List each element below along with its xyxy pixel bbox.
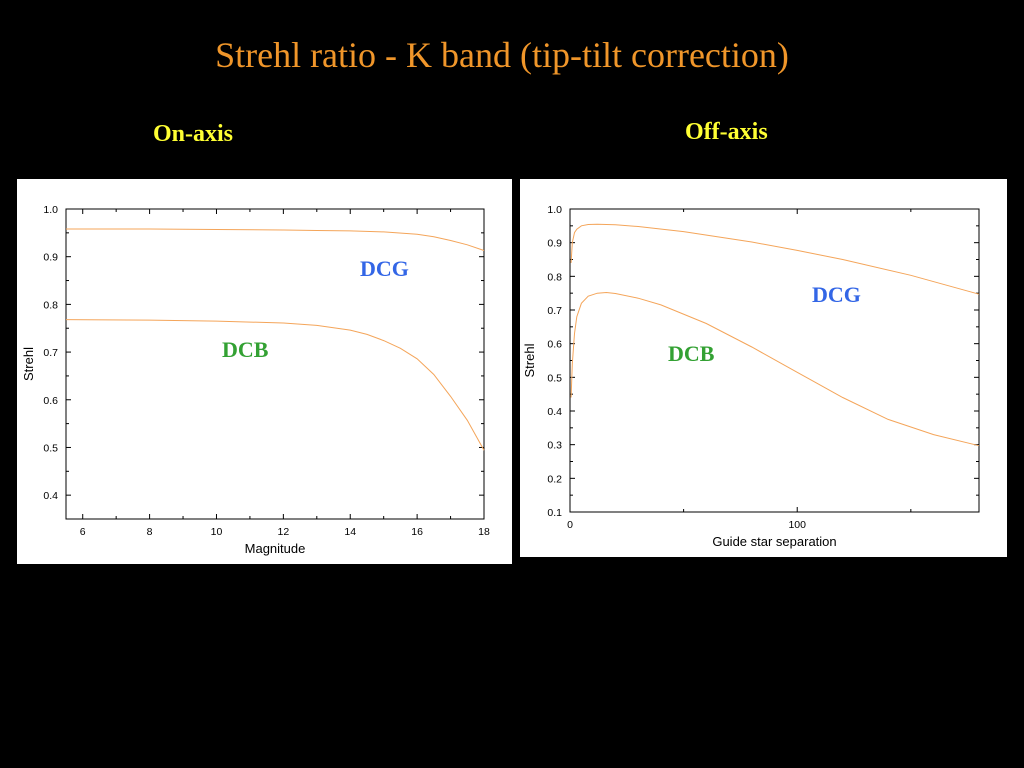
chart-off-axis-xtick-label: 0 [567,519,573,531]
chart-off-axis-ytick-label: 1.0 [547,204,562,216]
slide-title: Strehl ratio - K band (tip-tilt correcti… [215,35,789,75]
on-axis-heading: On-axis [153,121,234,147]
chart-off-axis-series-dcb-label: DCB [668,341,715,366]
chart-off-axis-ytick-label: 0.1 [547,507,562,519]
chart-on-axis-xtick-label: 18 [478,526,490,538]
chart-off-axis-x-axis-title: Guide star separation [712,534,836,549]
chart-off-axis-xtick-label: 100 [788,519,806,531]
chart-on-axis-xtick-label: 16 [411,526,423,538]
chart-off-axis-ytick-label: 0.5 [547,372,562,384]
on-axis-chart: 0.4 0.5 0.6 0.7 0.8 0.9 1.0 6 8 10 12 14 16 18 Magnitu… [21,204,490,556]
chart-off-axis-series-dcg-line [570,223,980,295]
chart-on-axis-xtick-label: 8 [147,526,153,538]
chart-on-axis-series-dcb-label: DCB [222,337,269,362]
chart-off-axis-y-axis-title: Strehl [522,343,537,377]
chart-on-axis-x-axis-title: Magnitude [245,541,306,556]
chart-off-axis-series-dcg-label: DCG [812,282,861,307]
chart-on-axis-series-dcg-label: DCG [360,256,409,281]
chart-on-axis-xtick-label: 14 [344,526,356,538]
chart-on-axis-series-dcg-line [66,228,485,251]
chart-on-axis-xtick-label: 10 [211,526,223,538]
chart-on-axis-ytick-label: 0.9 [43,252,58,264]
chart-off-axis-ytick-label: 0.7 [547,305,562,317]
chart-on-axis-xtick-label: 6 [80,526,86,538]
chart-off-axis-ytick-label: 0.2 [547,473,562,485]
chart-on-axis-ytick-label: 1.0 [43,204,58,216]
chart-off-axis-ytick-label: 0.6 [547,339,562,351]
chart-off-axis-ytick-label: 0.9 [547,238,562,250]
chart-on-axis-ytick-label: 0.6 [43,395,58,407]
chart-on-axis-y-axis-title: Strehl [21,347,36,381]
off-axis-chart: 0.1 0.2 0.3 0.4 0.5 0.6 0.7 0.8 0.9 1.0 0 100 Guide … [522,204,980,549]
chart-on-axis-ytick-label: 0.7 [43,347,58,359]
chart-on-axis-ytick-label: 0.5 [43,442,58,454]
on-axis-chart-panel: 0.4 0.5 0.6 0.7 0.8 0.9 1.0 6 8 10 12 14 16 18 Magnitu… [17,179,512,564]
off-axis-heading: Off-axis [685,119,768,145]
chart-off-axis-ytick-label: 0.8 [547,271,562,283]
chart-on-axis-ytick-label: 0.8 [43,299,58,311]
chart-off-axis-ytick-label: 0.4 [547,406,562,418]
off-axis-chart-panel: 0.1 0.2 0.3 0.4 0.5 0.6 0.7 0.8 0.9 1.0 0 100 Guide … [520,179,1007,557]
chart-on-axis-xtick-label: 12 [278,526,290,538]
chart-off-axis-ytick-label: 0.3 [547,440,562,452]
chart-off-axis-series-dcb-line [570,291,980,447]
chart-on-axis-plot-frame [65,208,485,520]
chart-on-axis-series-dcb-line [65,319,485,451]
chart-on-axis-ytick-label: 0.4 [43,490,58,502]
chart-off-axis-plot-frame [569,208,980,513]
